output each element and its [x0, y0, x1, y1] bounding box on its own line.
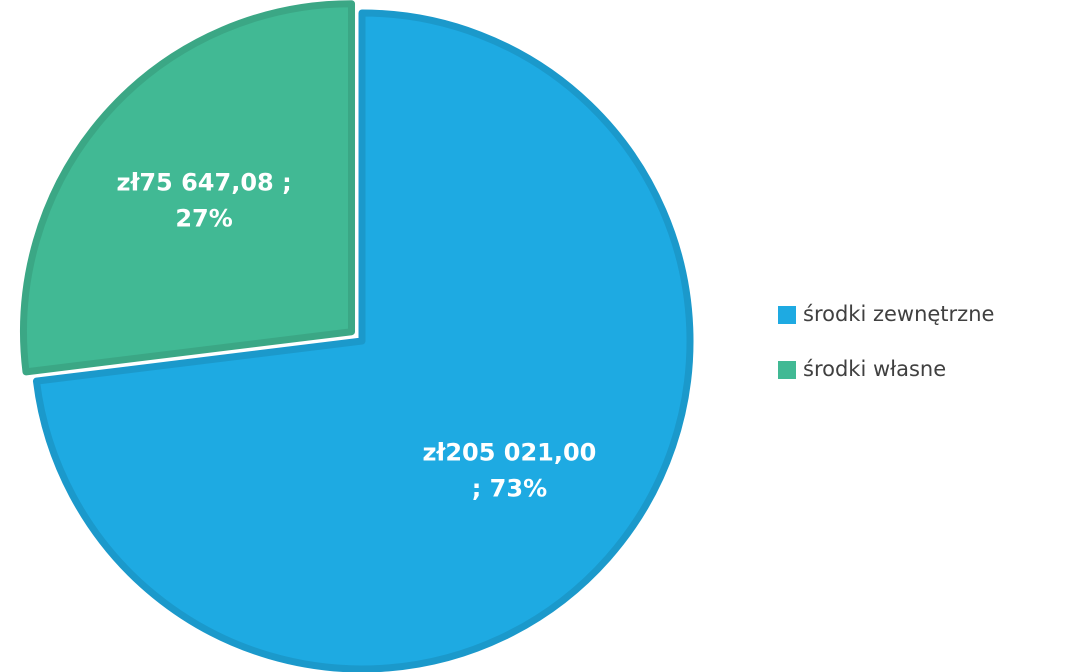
- pie-slice: [20, 0, 356, 376]
- pie-slice: [32, 9, 694, 672]
- legend-label: środki zewnętrzne: [803, 302, 994, 326]
- legend-swatch: [778, 306, 796, 324]
- legend-swatch: [778, 361, 796, 379]
- value-label: zł75 647,08 ;: [116, 168, 291, 196]
- value-label: zł205 021,00: [422, 438, 596, 466]
- legend-label: środki własne: [803, 357, 946, 381]
- value-label: 27%: [175, 204, 232, 232]
- value-label: ; 73%: [472, 474, 547, 502]
